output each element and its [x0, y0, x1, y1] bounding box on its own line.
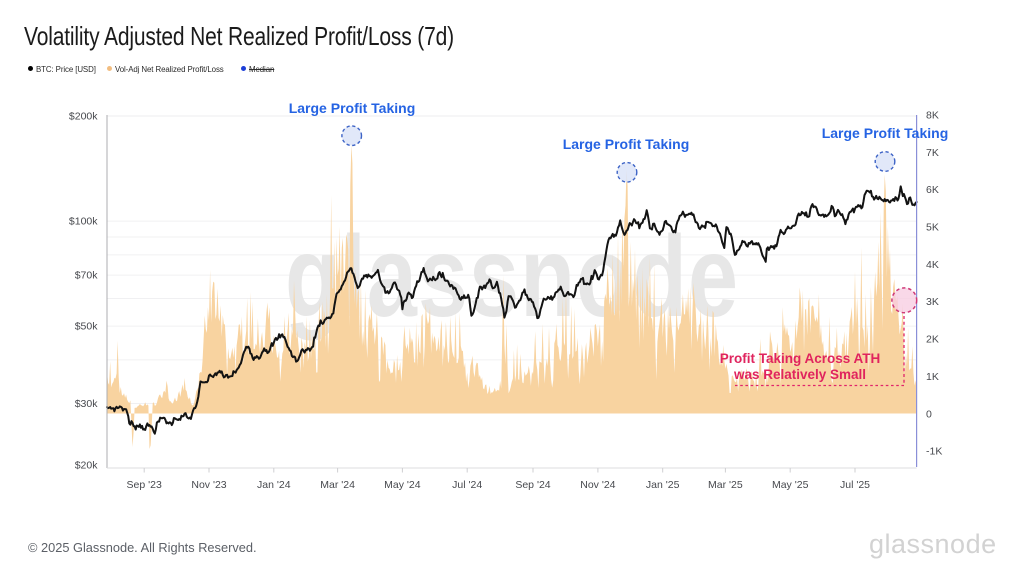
svg-text:2K: 2K	[926, 334, 939, 346]
svg-text:Jul '24: Jul '24	[452, 479, 482, 491]
svg-text:Nov '24: Nov '24	[580, 479, 615, 491]
svg-text:$50k: $50k	[75, 321, 99, 333]
svg-text:3K: 3K	[926, 296, 939, 308]
svg-text:May '25: May '25	[772, 479, 809, 491]
svg-text:Jul '25: Jul '25	[840, 479, 870, 491]
svg-text:-1K: -1K	[926, 446, 942, 458]
svg-text:Nov '23: Nov '23	[191, 479, 226, 491]
svg-text:$20k: $20k	[75, 460, 99, 472]
svg-text:$30k: $30k	[75, 398, 99, 410]
svg-text:was Relatively Small: was Relatively Small	[733, 367, 866, 382]
svg-text:$200k: $200k	[69, 111, 98, 123]
svg-text:Large Profit Taking: Large Profit Taking	[289, 100, 416, 116]
svg-text:Jan '24: Jan '24	[257, 479, 291, 491]
svg-text:1K: 1K	[926, 371, 939, 383]
svg-text:Sep '23: Sep '23	[127, 479, 162, 491]
svg-text:$70k: $70k	[75, 270, 99, 282]
svg-text:0: 0	[926, 408, 932, 420]
svg-text:Large Profit Taking: Large Profit Taking	[563, 136, 690, 152]
svg-text:Mar '25: Mar '25	[708, 479, 743, 491]
svg-text:Large Profit Taking: Large Profit Taking	[822, 125, 949, 141]
svg-text:Mar '24: Mar '24	[320, 479, 355, 491]
svg-text:6K: 6K	[926, 184, 939, 196]
svg-text:Sep '24: Sep '24	[515, 479, 550, 491]
svg-text:May '24: May '24	[384, 479, 421, 491]
svg-text:$100k: $100k	[69, 216, 98, 228]
svg-text:Profit Taking Across ATH: Profit Taking Across ATH	[720, 351, 881, 366]
svg-text:7K: 7K	[926, 147, 939, 159]
svg-text:8K: 8K	[926, 110, 939, 122]
svg-text:4K: 4K	[926, 259, 939, 271]
svg-text:Jan '25: Jan '25	[646, 479, 680, 491]
svg-text:5K: 5K	[926, 222, 939, 234]
